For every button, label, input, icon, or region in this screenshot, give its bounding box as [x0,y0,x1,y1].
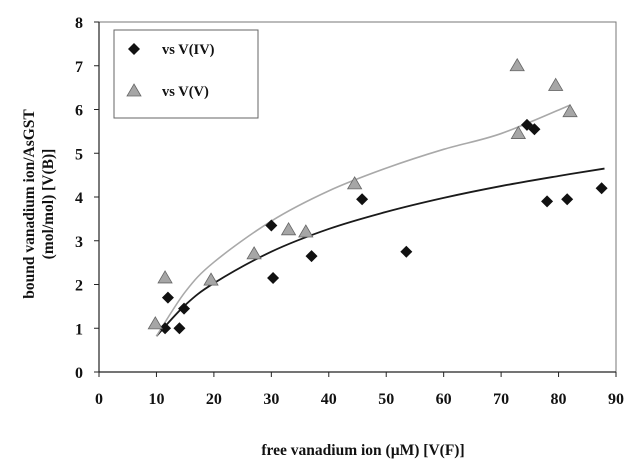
x-tick-label: 90 [608,391,624,408]
data-point-diamond [173,322,186,335]
legend: vs V(IV) vs V(V) [113,29,259,119]
data-point-triangle [203,272,219,286]
y-tick-label: 3 [75,234,83,251]
y-tick-label: 8 [75,15,83,32]
data-point-triangle [246,246,262,260]
legend-label-v-iv: vs V(IV) [162,42,215,58]
data-point-diamond [159,322,172,335]
x-tick-label: 60 [436,391,452,408]
data-point-diamond [267,271,280,284]
data-point-diamond [178,302,191,315]
fit-curve-series-1 [155,167,605,337]
y-tick-label: 0 [75,365,83,382]
y-tick-label: 2 [75,278,83,295]
data-point-triangle [562,103,578,118]
data-point-diamond [541,195,554,208]
x-tick-label: 0 [95,391,103,408]
legend-triangle-icon [126,83,142,97]
x-axis-title: free vanadium ion (µM) [V(F)] [261,442,464,459]
data-point-triangle [509,57,525,72]
x-tick-label: 40 [321,391,337,408]
data-point-diamond [400,245,413,258]
data-point-triangle [147,316,163,330]
legend-diamond-icon [128,43,140,55]
y-tick-label: 5 [75,146,83,163]
data-point-diamond [528,123,541,136]
data-point-diamond [595,182,608,195]
data-point-triangle [280,222,297,236]
data-point-diamond [561,193,574,206]
data-point-diamond [356,193,369,206]
data-point-triangle [346,176,363,190]
data-point-triangle [298,224,314,238]
data-points [147,57,608,335]
x-tick-label: 80 [551,391,567,408]
y-tick-label: 1 [75,321,83,338]
x-tick-label: 20 [206,391,222,408]
fit-curve-series-2 [155,104,571,337]
x-tick-label: 10 [148,391,164,408]
y-axis-title-line-2: (mol/mol) [V(B)] [40,149,57,260]
legend-label-v-v: vs V(V) [162,84,209,100]
x-tick-label: 50 [378,391,394,408]
x-tick-label: 30 [263,391,279,408]
y-tick-label: 7 [75,59,83,76]
legend-box [113,29,259,119]
data-point-triangle [510,125,527,139]
data-point-triangle [157,270,173,284]
data-point-diamond [161,291,174,304]
y-tick-label: 4 [75,190,83,207]
data-point-diamond [305,250,318,263]
axis-ticks: 0 10 20 30 40 50 60 70 80 90 0 1 2 3 4 5 6 7 8 [75,15,624,408]
data-point-triangle [547,77,564,91]
y-axis-title-line-1: bound vanadium ion/AsGST [21,109,38,299]
data-point-diamond [265,219,278,232]
y-tick-label: 6 [75,103,83,120]
x-tick-label: 70 [493,391,509,408]
fit-curves [155,104,605,337]
